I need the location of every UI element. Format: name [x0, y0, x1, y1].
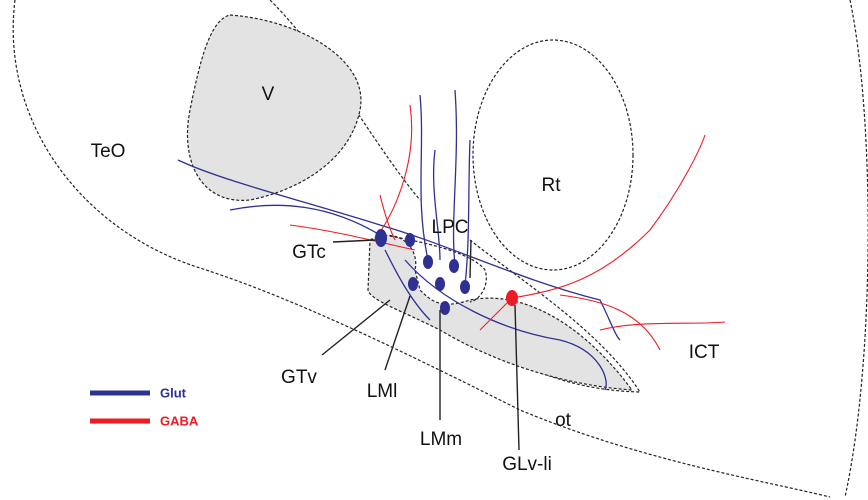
region-label: ot: [555, 410, 572, 431]
region-label: Rt: [542, 175, 562, 196]
diagram: V TeO Rt LPC GTc GTv LMl LMm GLv-li ot I…: [0, 0, 868, 500]
legend: Glut GABA: [90, 385, 199, 428]
region-label: GLv-li: [502, 454, 552, 475]
region-label: V: [262, 84, 275, 105]
gaba-cell: [506, 290, 518, 306]
region-label: GTc: [292, 242, 326, 263]
legend-label: GABA: [160, 413, 199, 428]
region-label: TeO: [91, 141, 126, 162]
region-label: GTv: [281, 367, 317, 388]
region-label: LMm: [420, 429, 462, 450]
legend-label: Glut: [160, 385, 187, 400]
region-label: LPC: [432, 217, 469, 238]
region-label: LMl: [367, 381, 398, 402]
region-label: ICT: [689, 342, 720, 363]
